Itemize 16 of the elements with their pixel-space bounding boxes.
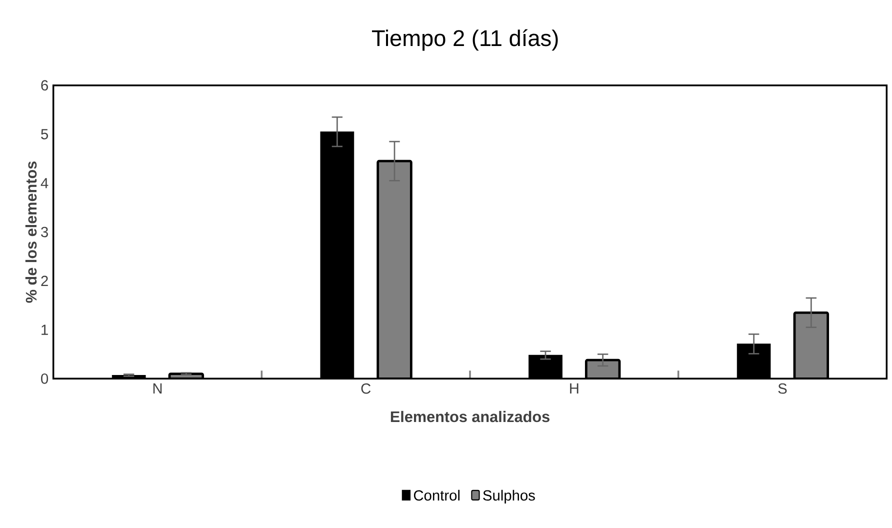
chart-title: Tiempo 2 (11 días) <box>372 29 558 51</box>
y-axis-title: % de los elementos <box>25 161 37 303</box>
x-axis-title: Elementos analizados <box>390 410 550 422</box>
x-tick-label: S <box>778 383 787 394</box>
y-tick-label: 2 <box>41 276 48 286</box>
legend-label: Control <box>414 490 460 501</box>
y-tick-label: 0 <box>41 373 48 384</box>
y-tick-label: 4 <box>40 178 48 188</box>
y-tick-label: 3 <box>41 226 48 238</box>
legend-label: Sulphos <box>483 490 535 504</box>
y-tick-label: 5 <box>41 129 48 140</box>
x-tick-label: N <box>153 383 162 394</box>
x-tick-label: C <box>361 383 371 394</box>
x-tick-label: H <box>570 383 578 394</box>
y-tick-label: 1 <box>42 324 48 335</box>
y-tick-label: 6 <box>41 80 48 91</box>
